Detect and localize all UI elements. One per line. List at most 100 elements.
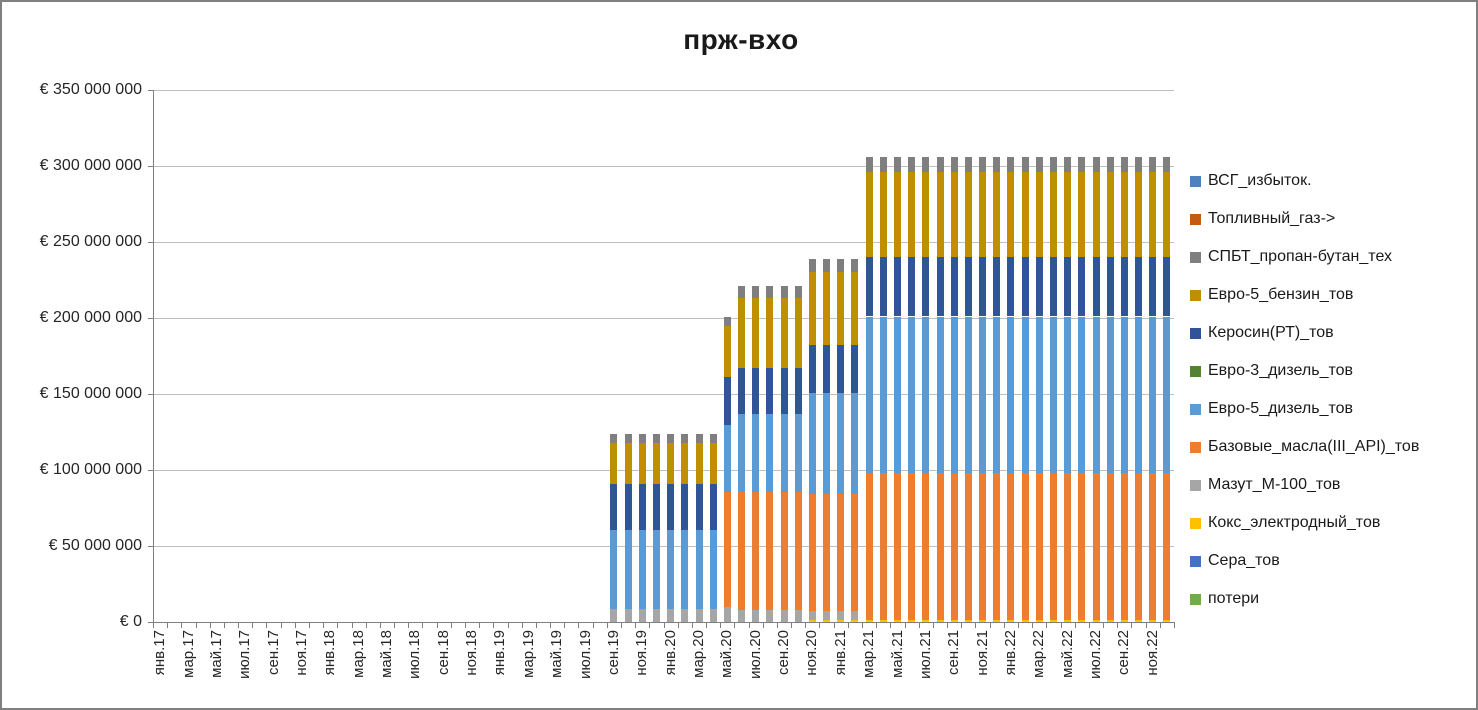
x-axis-tick	[692, 623, 693, 628]
y-axis-tick	[148, 470, 153, 471]
bar-segment	[950, 257, 958, 317]
bar-segment	[1078, 172, 1086, 258]
x-tick-label: сен.18	[434, 630, 452, 675]
bar-segment	[752, 609, 760, 622]
bar-segment	[652, 483, 660, 531]
bar-segment	[908, 172, 916, 258]
bar-segment	[766, 492, 774, 610]
x-tick-label: июл.21	[916, 630, 934, 679]
bar-segment	[1120, 172, 1128, 258]
x-axis-tick	[167, 623, 168, 628]
bar-segment	[1135, 619, 1142, 622]
bar-segment	[964, 156, 972, 173]
legend-swatch	[1190, 327, 1201, 339]
bar-segment	[1078, 156, 1086, 173]
bar-segment	[624, 530, 632, 609]
bar-segment	[1035, 172, 1043, 258]
bar-segment	[766, 368, 774, 414]
bar-segment	[624, 433, 632, 443]
x-axis-tick	[749, 623, 750, 628]
x-axis-tick	[238, 623, 239, 628]
bar-segment	[879, 156, 887, 173]
bar-segment	[979, 473, 987, 620]
bar-segment	[1163, 473, 1171, 620]
bar-segment	[1163, 316, 1171, 474]
gridline	[153, 318, 1174, 319]
bar-segment	[936, 473, 944, 620]
x-axis-tick	[947, 623, 948, 628]
x-axis-tick	[876, 623, 877, 628]
x-axis-tick	[890, 623, 891, 628]
bar-segment	[1163, 619, 1171, 622]
x-tick-label: сен.17	[264, 630, 282, 675]
bar-segment	[865, 257, 873, 317]
bar-segment	[610, 609, 618, 622]
x-axis-tick	[564, 623, 565, 628]
x-axis-tick	[153, 623, 154, 628]
bar-segment	[922, 156, 930, 173]
bar-segment	[695, 433, 703, 443]
y-axis-tick	[148, 242, 153, 243]
bar-segment	[1106, 473, 1114, 620]
bar-segment	[908, 156, 916, 173]
bar-segment	[738, 286, 745, 299]
bar-segment	[1021, 473, 1029, 620]
y-tick-label: € 200 000 000	[39, 309, 142, 326]
x-axis-tick	[1089, 623, 1090, 628]
bar-segment	[1035, 257, 1043, 317]
bar-segment	[922, 172, 930, 258]
bar-segment	[823, 258, 831, 273]
x-tick-label: ноя.19	[633, 630, 651, 676]
bar-segment	[780, 368, 788, 414]
bar-segment	[979, 316, 987, 474]
bar-segment	[794, 368, 802, 414]
bar-segment	[1007, 619, 1015, 622]
bar-segment	[808, 345, 816, 394]
legend-label: Мазут_М-100_тов	[1208, 476, 1341, 493]
bar-segment	[950, 172, 958, 258]
bar-segment	[950, 473, 958, 620]
y-axis-tick	[148, 166, 153, 167]
legend-label: ВСГ_избыток.	[1208, 172, 1312, 189]
x-axis-tick	[493, 623, 494, 628]
x-axis-tick	[607, 623, 608, 628]
bar-segment	[1106, 172, 1114, 258]
bar-segment	[1078, 473, 1086, 620]
x-axis-tick	[210, 623, 211, 628]
gridline	[153, 394, 1174, 395]
bar-segment	[752, 286, 760, 299]
x-tick-label: янв.19	[491, 630, 509, 676]
bar-segment	[780, 413, 788, 493]
legend-label: Сера_тов	[1208, 552, 1280, 569]
bar-segment	[667, 483, 675, 531]
bar-segment	[1120, 257, 1128, 317]
bar-segment	[610, 433, 618, 443]
bar-segment	[979, 257, 987, 317]
bar-segment	[723, 606, 731, 622]
bar-segment	[1120, 156, 1128, 173]
bar-segment	[1149, 316, 1157, 474]
x-tick-label: май.18	[378, 630, 395, 678]
x-axis-tick	[593, 623, 594, 628]
bar-segment	[1149, 156, 1157, 173]
bar-segment	[808, 258, 816, 273]
bar-segment	[638, 433, 646, 443]
bar-segment	[1078, 257, 1086, 317]
x-axis-tick	[380, 623, 381, 628]
gridline	[153, 470, 1174, 471]
x-axis-tick	[1075, 623, 1076, 628]
x-axis-line	[153, 622, 1175, 623]
x-tick-label: мар.17	[179, 630, 197, 678]
bar-segment	[780, 286, 788, 299]
y-axis-tick	[148, 622, 153, 623]
bar-segment	[610, 483, 618, 531]
bar-segment	[993, 172, 1001, 258]
bar-segment	[766, 298, 774, 369]
x-axis-tick	[1103, 623, 1104, 628]
y-tick-label: € 100 000 000	[39, 461, 142, 478]
x-tick-label: июл.22	[1087, 630, 1104, 679]
legend-swatch	[1190, 593, 1201, 605]
legend-item: СПБТ_пропан-бутан_тех	[1190, 248, 1392, 266]
bar-segment	[894, 156, 901, 173]
